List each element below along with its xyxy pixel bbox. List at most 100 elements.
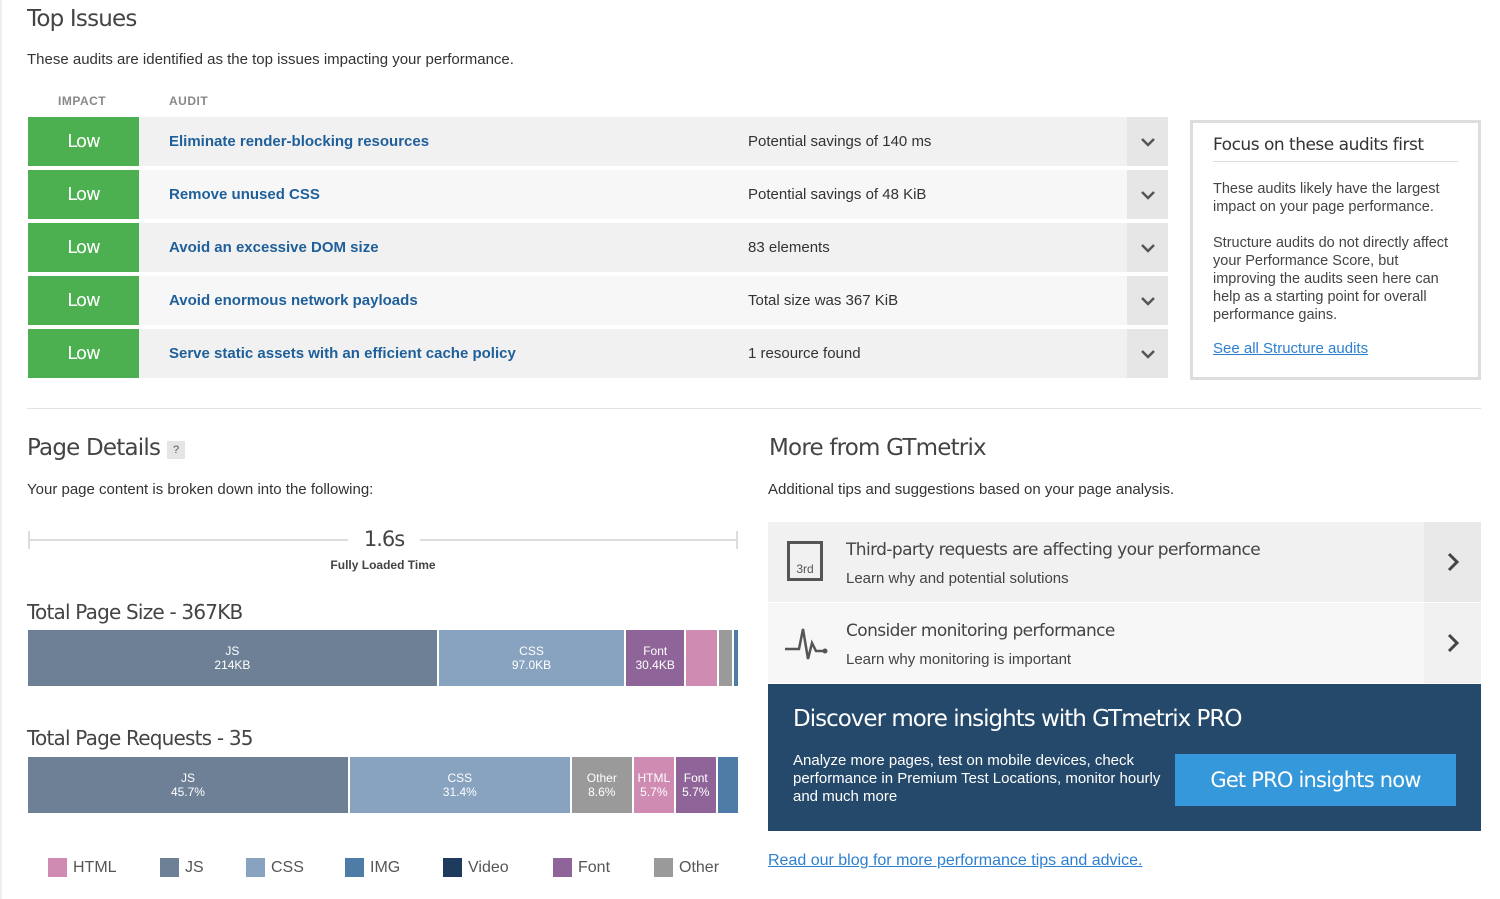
segment-category: HTML: [637, 771, 671, 785]
bar-segment-font[interactable]: Font 30.4KB: [626, 630, 685, 686]
impact-badge: Low: [28, 170, 139, 219]
segment-category: JS: [225, 644, 240, 658]
impact-badge: Low: [28, 223, 139, 272]
total-page-size-title: Total Page Size - 367KB: [27, 600, 243, 624]
audit-column-header: AUDIT: [169, 94, 209, 108]
timeline-tick: [28, 531, 30, 549]
card-subtitle: Learn why monitoring is important: [846, 651, 1072, 668]
audit-row[interactable]: Low Serve static assets with an efficien…: [28, 329, 1168, 378]
bar-segment-img[interactable]: [734, 630, 738, 686]
audit-name-link[interactable]: Serve static assets with an efficient ca…: [169, 345, 516, 362]
legend-label: CSS: [271, 858, 304, 876]
segment-category: Other: [586, 771, 617, 785]
audit-row[interactable]: Low Remove unused CSS Potential savings …: [28, 170, 1168, 219]
audit-row[interactable]: Low Avoid enormous network payloads Tota…: [28, 276, 1168, 325]
more-subtitle: Additional tips and suggestions based on…: [768, 481, 1175, 498]
bar-segment-other[interactable]: [718, 630, 733, 686]
card-title: Consider monitoring performance: [846, 621, 1115, 641]
card-title: Third-party requests are affecting your …: [846, 540, 1261, 560]
legend-swatch: [443, 858, 462, 877]
timeline-right: [420, 539, 738, 541]
focus-text-2: Structure audits do not directly affect …: [1213, 235, 1449, 323]
pro-text: Analyze more pages, test on mobile devic…: [793, 752, 1161, 805]
legend-swatch: [246, 858, 265, 877]
see-all-structure-audits-link[interactable]: See all Structure audits: [1213, 340, 1369, 357]
legend-swatch: [48, 858, 67, 877]
legend-item: Other: [654, 858, 719, 877]
page-details-title: Page Details: [27, 435, 161, 461]
top-issues-subtitle: These audits are identified as the top i…: [27, 51, 514, 68]
bar-segment-html[interactable]: HTML 5.7%: [633, 757, 674, 813]
focus-text-1: These audits likely have the largest imp…: [1213, 181, 1440, 215]
legend-item: Font: [553, 858, 610, 877]
page-details-subtitle: Your page content is broken down into th…: [27, 481, 374, 498]
bar-segment-other[interactable]: Other 8.6%: [571, 757, 632, 813]
page-requests-bar: JS 45.7% CSS 31.4% Other 8.6% HTML 5.7% Font 5.7%: [28, 757, 739, 813]
segment-category: Font: [683, 771, 708, 785]
bar-segment-font[interactable]: Font 5.7%: [675, 757, 716, 813]
bar-segment-js[interactable]: JS 45.7%: [28, 757, 348, 813]
segment-category: CSS: [447, 771, 473, 785]
audit-row[interactable]: Low Avoid an excessive DOM size 83 eleme…: [28, 223, 1168, 272]
chevron-down-icon[interactable]: [1127, 329, 1168, 378]
heartbeat-icon: [785, 628, 828, 660]
bar-segment-img[interactable]: [717, 757, 739, 813]
legend-swatch: [345, 858, 364, 877]
segment-category: CSS: [519, 644, 544, 658]
bar-segment-html[interactable]: [686, 630, 717, 686]
legend-swatch: [553, 858, 572, 877]
timeline-left: [28, 539, 348, 541]
legend-item: JS: [160, 858, 204, 877]
impact-column-header: IMPACT: [58, 94, 107, 108]
segment-label: 45.7%: [170, 785, 205, 799]
fully-loaded-value: 1.6s: [363, 527, 405, 551]
pro-banner: Discover more insights with GTmetrix PRO…: [768, 684, 1481, 831]
audit-name-link[interactable]: Remove unused CSS: [169, 186, 320, 203]
timeline-tick: [736, 531, 738, 549]
legend-item: CSS: [246, 858, 304, 877]
segment-label: 214KB: [214, 658, 251, 672]
divider: [27, 408, 1481, 409]
audit-row[interactable]: Low Eliminate render-blocking resources …: [28, 117, 1168, 166]
segment-label: 5.7%: [682, 785, 710, 799]
top-issues-title: Top Issues: [27, 6, 137, 32]
segment-label: 31.4%: [442, 785, 477, 799]
bar-segment-css[interactable]: CSS 97.0KB: [438, 630, 625, 686]
segment-category: Font: [643, 644, 668, 658]
bar-segment-css[interactable]: CSS 31.4%: [349, 757, 570, 813]
bar-segment-js[interactable]: JS 214KB: [28, 630, 437, 686]
page-size-bar: JS 214KB CSS 97.0KB Font 30.4KB: [28, 630, 738, 686]
blog-link[interactable]: Read our blog for more performance tips …: [768, 852, 1143, 869]
segment-label: 97.0KB: [511, 658, 552, 672]
audit-value: Potential savings of 140 ms: [748, 133, 932, 150]
segment-label: 8.6%: [588, 785, 616, 799]
legend-label: Video: [468, 858, 509, 876]
legend-label: HTML: [73, 858, 117, 876]
legend-label: IMG: [370, 858, 401, 876]
audit-name-link[interactable]: Avoid an excessive DOM size: [169, 239, 379, 256]
focus-panel: Focus on these audits first These audits…: [1190, 120, 1481, 380]
audit-value: Potential savings of 48 KiB: [748, 186, 927, 203]
impact-badge: Low: [28, 117, 139, 166]
audit-value: 83 elements: [748, 239, 830, 256]
total-page-requests-title: Total Page Requests - 35: [27, 726, 253, 750]
chevron-down-icon[interactable]: [1127, 276, 1168, 325]
focus-title: Focus on these audits first: [1213, 135, 1458, 162]
chevron-right-icon: [1424, 603, 1481, 683]
impact-badge: Low: [28, 276, 139, 325]
chevron-down-icon[interactable]: [1127, 170, 1168, 219]
help-icon[interactable]: ?: [167, 441, 185, 459]
get-pro-button[interactable]: Get PRO insights now: [1175, 754, 1456, 806]
legend-swatch: [160, 858, 179, 877]
chevron-down-icon[interactable]: [1127, 223, 1168, 272]
impact-badge: Low: [28, 329, 139, 378]
audit-name-link[interactable]: Avoid enormous network payloads: [169, 292, 418, 309]
pro-title: Discover more insights with GTmetrix PRO: [793, 706, 1243, 732]
monitoring-card[interactable]: Consider monitoring performance Learn wh…: [768, 603, 1481, 683]
audit-name-link[interactable]: Eliminate render-blocking resources: [169, 133, 430, 150]
card-subtitle: Learn why and potential solutions: [846, 570, 1069, 587]
third-party-card[interactable]: 3rd Third-party requests are affecting y…: [768, 522, 1481, 602]
chevron-down-icon[interactable]: [1127, 117, 1168, 166]
audit-value: 1 resource found: [748, 345, 861, 362]
legend-item: Video: [443, 858, 509, 877]
